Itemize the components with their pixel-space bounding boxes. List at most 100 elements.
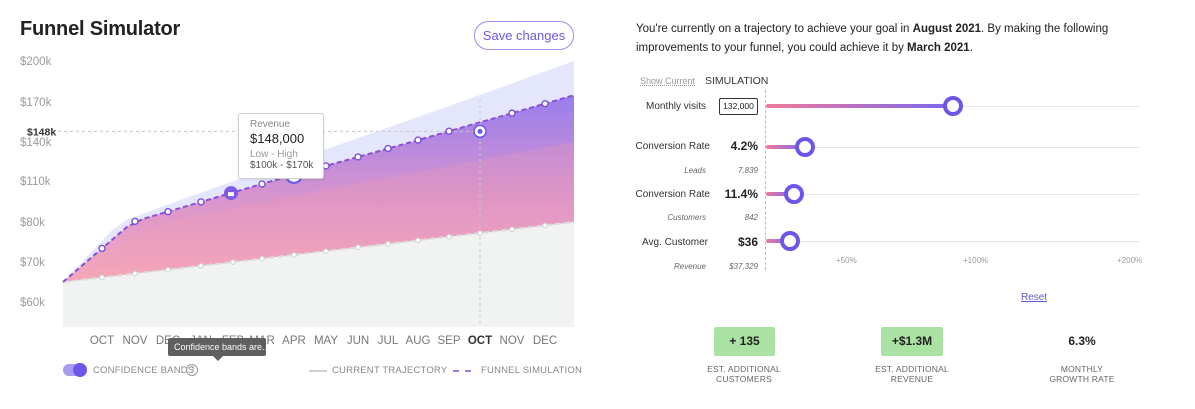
current-trajectory-point xyxy=(259,255,265,262)
y-tick-label: $110k xyxy=(20,176,51,188)
x-tick-label: SEP xyxy=(437,335,460,347)
avg-customer-slider-fill xyxy=(766,239,791,243)
additional-customers-value: + 135 xyxy=(714,327,775,356)
current-trajectory-point xyxy=(477,230,483,236)
current-trajectory-point xyxy=(132,270,138,277)
revenue-value: $37,329 xyxy=(729,262,758,271)
baseline-divider xyxy=(765,90,766,270)
reset-link[interactable]: Reset xyxy=(1021,292,1048,303)
y-tick-label: $140k xyxy=(20,137,52,149)
y-tick-label: $200k xyxy=(20,56,52,68)
avg-customer-label: Avg. Customer xyxy=(642,237,708,248)
scale-label-100: +100% xyxy=(963,256,989,265)
funnel-simulation-point xyxy=(197,198,205,206)
tooltip-label: Revenue xyxy=(250,119,291,130)
monthly-visits-input[interactable]: 132,000 xyxy=(719,98,758,115)
x-tick-label: NOV xyxy=(500,335,525,347)
conversion-2-slider-fill xyxy=(766,192,795,196)
conversion-rate-2-value: 11.4% xyxy=(724,187,758,201)
current-trajectory-point xyxy=(291,252,297,258)
summary-text-1: You're currently on a trajectory to achi… xyxy=(636,23,913,35)
revenue-label: Revenue xyxy=(673,262,706,271)
conversion-1-slider-fill xyxy=(766,145,806,149)
y-tick-label: $70k xyxy=(20,257,45,269)
confidence-bands-label: CONFIDENCE BANDS xyxy=(93,365,195,376)
y-tick-label: $170k xyxy=(20,97,52,109)
help-icon[interactable]: ? xyxy=(186,364,198,376)
conversion-rate-1-label: Conversion Rate xyxy=(635,141,710,152)
simulated-goal-date: March 2021 xyxy=(907,42,970,54)
y-tick-label: $80k xyxy=(20,217,45,229)
avg-customer-slider-handle[interactable] xyxy=(780,231,801,251)
x-tick-label: AUG xyxy=(406,335,431,347)
funnel-simulation-point xyxy=(384,144,392,153)
x-tick-label: OCT xyxy=(90,335,114,347)
conversion-2-slider-handle[interactable] xyxy=(784,184,805,204)
lock-icon xyxy=(228,192,234,197)
current-trajectory-point xyxy=(165,266,171,273)
avg-customer-value: $36 xyxy=(737,235,758,249)
revenue-tooltip: Revenue $148,000 Low - High $100k - $170… xyxy=(238,113,324,179)
avg-customer-slider-track xyxy=(766,241,1140,242)
revenue-chart: $200k $170k $140k $110k $80k $70k $60k $148k OCT… xyxy=(20,56,575,347)
y-highlight-label: $148k xyxy=(27,126,56,138)
x-tick-label: MAY xyxy=(314,335,338,347)
conversion-rate-2-label: Conversion Rate xyxy=(635,189,710,200)
monthly-growth-rate-label: MONTHLY GROWTH RATE xyxy=(1049,364,1115,384)
x-tick-label: JUL xyxy=(378,335,399,347)
confidence-band-lower xyxy=(63,142,574,282)
current-trajectory-line xyxy=(62,221,575,283)
confidence-bands-toggle[interactable] xyxy=(63,363,87,377)
funnel-simulation-label: FUNNEL SIMULATION xyxy=(481,365,583,376)
visits-slider-handle[interactable] xyxy=(943,96,963,116)
summary-text-2: . By making the following improvements t… xyxy=(636,23,1109,54)
funnel-simulation-line-icon xyxy=(453,370,471,372)
current-trajectory-point xyxy=(509,226,515,233)
funnel-simulation-point xyxy=(508,109,516,117)
additional-customers-label: EST. ADDITIONAL CUSTOMERS xyxy=(707,364,781,384)
leads-label: Leads xyxy=(684,166,706,175)
funnel-simulation-point xyxy=(354,153,362,161)
current-trajectory-point xyxy=(99,274,105,281)
funnel-simulation-point xyxy=(164,207,172,216)
tab-show-current[interactable]: Show Current xyxy=(640,76,696,86)
funnel-simulation-point xyxy=(258,180,266,188)
current-trajectory-point xyxy=(355,244,361,251)
current-trajectory-point xyxy=(198,262,204,269)
tab-simulation[interactable]: SIMULATION xyxy=(705,75,769,87)
funnel-simulation-point xyxy=(98,244,106,253)
x-tick-label: NOV xyxy=(123,335,148,347)
funnel-simulation-point xyxy=(131,217,139,226)
scale-label-50: +50% xyxy=(836,256,857,265)
x-tick-label: DEC xyxy=(533,335,557,347)
visits-slider-fill xyxy=(766,104,953,108)
highlight-point xyxy=(477,128,483,134)
current-trajectory-area xyxy=(63,222,574,327)
funnel-simulation-point xyxy=(445,127,453,135)
conversion-1-slider-track xyxy=(766,147,1140,148)
x-tick-label: OCT xyxy=(468,335,492,347)
current-trajectory-point xyxy=(230,259,236,265)
tooltip-range-label: Low - High xyxy=(250,149,298,160)
conversion-rate-1-value: 4.2% xyxy=(730,139,758,153)
summary-text-3: . xyxy=(969,42,973,54)
conversion-1-slider-handle[interactable] xyxy=(795,137,816,157)
current-trajectory-point xyxy=(385,241,391,247)
page-title: Funnel Simulator xyxy=(20,18,181,40)
x-tick-label: APR xyxy=(282,335,306,347)
tooltip-value: $148,000 xyxy=(250,131,305,146)
current-trajectory-point xyxy=(415,237,421,244)
current-trajectory-point xyxy=(323,248,329,254)
customers-value: 842 xyxy=(744,213,758,222)
x-tick-label: JUN xyxy=(347,335,369,347)
customers-label: Customers xyxy=(667,213,706,222)
funnel-simulation-line xyxy=(62,94,575,283)
additional-revenue-label: EST. ADDITIONAL REVENUE xyxy=(875,364,949,384)
y-tick-label: $60k xyxy=(20,297,45,309)
current-trajectory-point xyxy=(542,222,548,229)
tooltip-range: $100k - $170k xyxy=(250,160,314,171)
current-trajectory-line-icon xyxy=(309,370,327,372)
monthly-visits-label: Monthly visits xyxy=(645,101,706,112)
current-trajectory-point xyxy=(446,233,452,240)
save-changes-button[interactable]: Save changes xyxy=(474,21,574,50)
